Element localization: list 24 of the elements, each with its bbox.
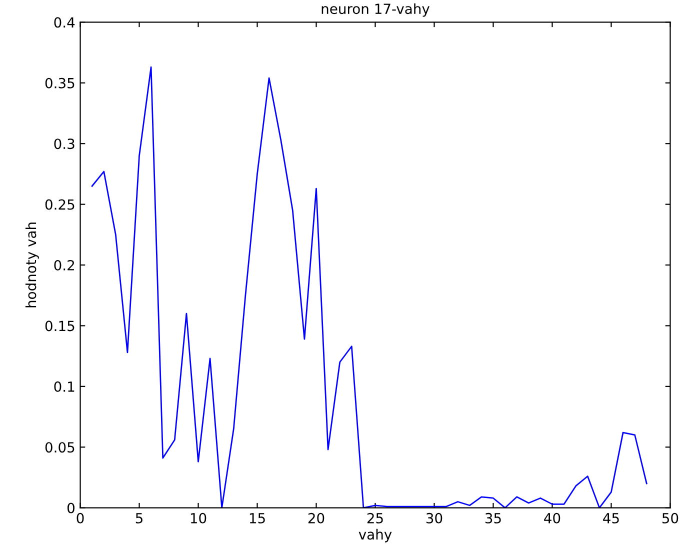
y-axis-title: hodnoty vah [25, 222, 39, 308]
line-series [91, 66, 648, 508]
x-tick-label: 50 [662, 512, 678, 524]
y-tick-label: 0.3 [54, 138, 74, 150]
x-axis-title: vahy [358, 528, 392, 542]
y-tick-label: 0.2 [54, 260, 74, 270]
y-tick-label: 0.25 [45, 199, 74, 210]
x-tick-label: 10 [190, 512, 206, 524]
y-tick-label: 0.15 [45, 320, 74, 332]
x-tick-label: 5 [136, 513, 142, 524]
x-tick-label: 35 [485, 512, 501, 524]
x-tick-label: 25 [367, 512, 383, 524]
x-tick-label: 20 [308, 512, 324, 524]
x-tick-label: 0 [76, 512, 84, 524]
x-tick-label: 45 [603, 513, 619, 524]
y-tick-label: 0.1 [54, 381, 74, 392]
y-tick-label: 0.05 [45, 442, 74, 453]
y-tick-label: 0.35 [45, 78, 74, 88]
x-tick-label: 40 [544, 512, 560, 524]
y-tick-label: 0.4 [54, 17, 75, 28]
x-tick-label: 30 [426, 512, 442, 524]
chart-title: neuron 17-vahy [322, 3, 430, 17]
y-tick-label: 0 [67, 502, 74, 514]
x-tick-label: 15 [250, 513, 265, 524]
